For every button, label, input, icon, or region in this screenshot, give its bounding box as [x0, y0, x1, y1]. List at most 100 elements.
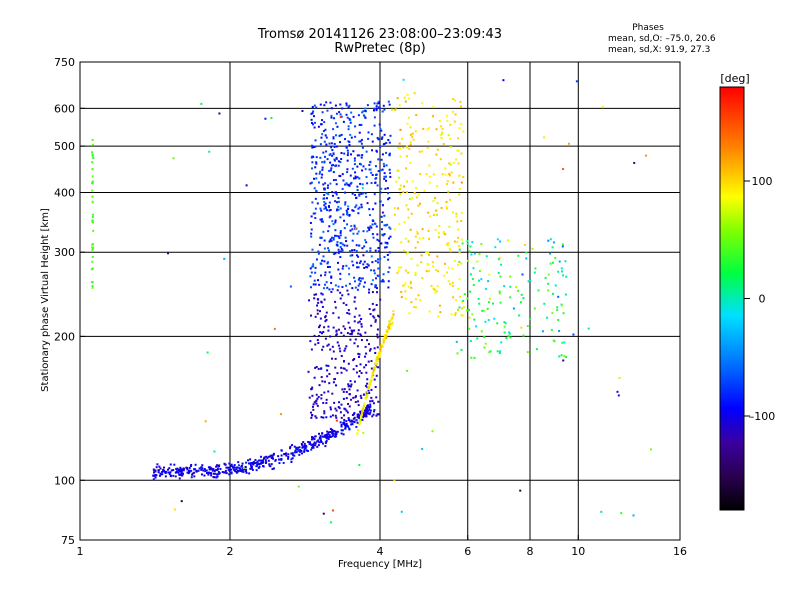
- lower-f-point: [346, 332, 349, 335]
- scattered-point: [499, 275, 502, 278]
- x-mode-point: [456, 220, 459, 223]
- e-region-point: [215, 476, 218, 479]
- scattered-point: [486, 307, 489, 310]
- f-layer-point: [370, 171, 373, 174]
- lower-f-point: [357, 332, 360, 335]
- lower-f-point: [318, 334, 321, 337]
- scattered-point: [563, 341, 566, 344]
- isolated-point: [91, 154, 94, 157]
- x-mode-point: [460, 314, 463, 317]
- lower-f-point: [351, 329, 354, 332]
- scattered-point: [549, 238, 552, 241]
- e-region-point: [242, 470, 245, 473]
- f-layer-point: [365, 176, 368, 179]
- lower-f-point: [349, 385, 352, 388]
- e-region-point: [175, 467, 178, 470]
- f-layer-point: [348, 143, 351, 146]
- e-region-point: [190, 469, 193, 472]
- f-layer-point: [374, 249, 377, 252]
- isolated-point: [91, 281, 94, 284]
- e-region-point: [267, 459, 270, 462]
- scattered-point: [560, 303, 563, 306]
- scattered-point: [547, 282, 550, 285]
- noise-point: [218, 112, 221, 115]
- scattered-point: [471, 241, 474, 244]
- f-layer-point: [381, 136, 384, 139]
- f-layer-point: [365, 195, 368, 198]
- f-layer-point: [385, 179, 388, 182]
- e-region-point: [211, 468, 214, 471]
- scattered-point: [487, 280, 490, 283]
- lower-f-point: [343, 407, 346, 410]
- noise-point: [618, 376, 621, 379]
- lower-f-point: [320, 367, 323, 370]
- e-region-point: [201, 467, 204, 470]
- lower-f-point: [337, 316, 340, 319]
- f-layer-point: [346, 168, 349, 171]
- x-mode-point: [421, 228, 424, 231]
- lower-f-point: [340, 416, 343, 419]
- lower-f-point: [341, 388, 344, 391]
- lower-f-point: [365, 352, 368, 355]
- f-layer-point: [321, 161, 324, 164]
- lower-f-point: [358, 355, 361, 358]
- f-layer-point: [335, 234, 338, 237]
- f-layer-point: [375, 107, 378, 110]
- x-mode-point: [378, 353, 381, 356]
- e-region-point: [290, 458, 293, 461]
- x-mode-point: [368, 386, 371, 389]
- f-layer-point: [333, 159, 336, 162]
- isolated-point: [91, 168, 94, 171]
- scattered-point: [498, 290, 501, 293]
- x-mode-point: [388, 323, 391, 326]
- f-layer-point: [367, 264, 370, 267]
- lower-f-point: [322, 401, 325, 404]
- x-mode-point: [428, 181, 431, 184]
- f-layer-point: [355, 249, 358, 252]
- e-region-point: [373, 410, 376, 413]
- f-layer-point: [330, 146, 333, 149]
- e-region-point: [328, 434, 331, 437]
- lower-f-point: [376, 346, 379, 349]
- f-layer-point: [359, 260, 362, 263]
- e-region-point: [317, 439, 320, 442]
- lower-f-point: [327, 364, 330, 367]
- e-region-point: [186, 468, 189, 471]
- x-mode-point: [393, 213, 396, 216]
- x-mode-point: [370, 376, 373, 379]
- x-mode-point: [435, 213, 438, 216]
- scattered-point: [494, 246, 497, 249]
- e-region-point: [155, 466, 158, 469]
- e-region-point: [169, 463, 172, 466]
- e-region-point: [269, 465, 272, 468]
- f-layer-point: [334, 104, 337, 107]
- f-layer-point: [321, 168, 324, 171]
- isolated-point: [91, 189, 94, 192]
- f-layer-point: [369, 249, 372, 252]
- e-region-point: [216, 475, 219, 478]
- f-layer-point: [375, 225, 378, 228]
- f-layer-point: [388, 266, 391, 269]
- isolated-point: [91, 219, 94, 222]
- f-layer-point: [368, 168, 371, 171]
- f-layer-point: [377, 106, 380, 109]
- f-layer-point: [354, 286, 357, 289]
- f-layer-point: [357, 284, 360, 287]
- f-layer-point: [325, 150, 328, 153]
- f-layer-point: [385, 246, 388, 249]
- f-layer-point: [334, 252, 337, 255]
- f-layer-point: [352, 232, 355, 235]
- f-layer-point: [332, 153, 335, 156]
- lower-f-point: [310, 348, 313, 351]
- e-region-point: [310, 444, 313, 447]
- noise-point: [502, 79, 505, 82]
- lower-f-point: [327, 343, 330, 346]
- f-layer-point: [337, 235, 340, 238]
- e-region-point: [255, 469, 258, 472]
- e-region-point: [326, 430, 329, 433]
- lower-f-point: [334, 306, 337, 309]
- x-mode-point: [452, 181, 455, 184]
- lower-f-point: [370, 360, 373, 363]
- e-region-point: [216, 464, 219, 467]
- f-layer-point: [323, 207, 326, 210]
